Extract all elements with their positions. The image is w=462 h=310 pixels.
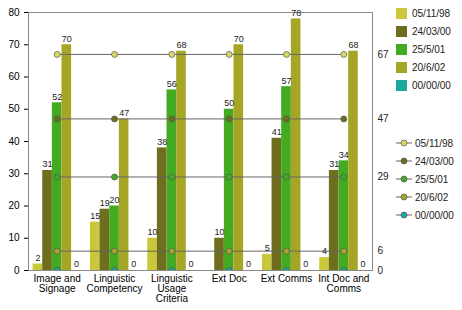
svg-text:60: 60 (8, 71, 20, 82)
svg-text:10: 10 (148, 227, 158, 237)
svg-text:0: 0 (303, 259, 308, 269)
svg-text:10: 10 (8, 232, 20, 243)
html-text:24/03/00: 24/03/00 (412, 25, 451, 37)
svg-text:4: 4 (322, 246, 327, 256)
svg-text:0: 0 (361, 259, 366, 269)
svg-text:10: 10 (215, 227, 225, 237)
svg-text:0: 0 (131, 259, 136, 269)
svg-text:29: 29 (378, 171, 390, 182)
html-text:05/11/98: 05/11/98 (412, 7, 451, 19)
html-text:20/6/02: 20/6/02 (412, 61, 446, 73)
svg-text:0: 0 (378, 265, 384, 276)
svg-text:0: 0 (246, 259, 251, 269)
svg-text:38: 38 (157, 137, 167, 147)
svg-text:LinguisticCompetency: LinguisticCompetency (86, 273, 142, 294)
svg-text:19: 19 (100, 198, 110, 208)
html-text:25/5/01: 25/5/01 (415, 173, 449, 185)
svg-text:68: 68 (348, 40, 358, 50)
svg-text:70: 70 (62, 34, 72, 44)
svg-text:67: 67 (378, 49, 390, 60)
svg-text:Image andSignage: Image andSignage (34, 273, 81, 294)
svg-text:47: 47 (119, 108, 129, 118)
svg-text:LinguisticUsageCriteria: LinguisticUsageCriteria (151, 273, 193, 304)
html-text:25/5/01: 25/5/01 (412, 43, 446, 55)
svg-text:6: 6 (378, 245, 384, 256)
html-text:00/00/00: 00/00/00 (415, 209, 454, 221)
svg-text:Int Doc andComms: Int Doc andComms (318, 273, 369, 294)
html-text:05/11/98: 05/11/98 (415, 137, 454, 149)
svg-text:41: 41 (272, 127, 282, 137)
svg-text:57: 57 (281, 76, 291, 86)
svg-text:50: 50 (224, 98, 234, 108)
svg-text:34: 34 (339, 150, 349, 160)
svg-text:50: 50 (8, 103, 20, 114)
svg-text:70: 70 (234, 34, 244, 44)
svg-text:78: 78 (291, 8, 301, 18)
svg-text:80: 80 (8, 7, 20, 18)
html-text:00/00/00: 00/00/00 (412, 79, 451, 91)
html-text:20/6/02: 20/6/02 (415, 191, 449, 203)
svg-text:56: 56 (167, 79, 177, 89)
svg-text:47: 47 (378, 113, 390, 124)
svg-text:31: 31 (43, 159, 53, 169)
svg-text:20: 20 (109, 195, 119, 205)
svg-text:20: 20 (8, 200, 20, 211)
svg-text:0: 0 (189, 259, 194, 269)
svg-text:Ext Comms: Ext Comms (261, 273, 313, 284)
svg-text:0: 0 (74, 259, 79, 269)
svg-text:5: 5 (265, 243, 270, 253)
svg-text:15: 15 (90, 211, 100, 221)
svg-text:Ext Doc: Ext Doc (212, 273, 247, 284)
svg-text:68: 68 (176, 40, 186, 50)
svg-text:40: 40 (8, 136, 20, 147)
svg-text:2: 2 (35, 253, 40, 263)
svg-text:70: 70 (8, 39, 20, 50)
svg-text:31: 31 (329, 159, 339, 169)
svg-text:0: 0 (14, 265, 20, 276)
svg-text:30: 30 (8, 168, 20, 179)
html-text:24/03/00: 24/03/00 (415, 155, 454, 167)
svg-text:52: 52 (52, 92, 62, 102)
